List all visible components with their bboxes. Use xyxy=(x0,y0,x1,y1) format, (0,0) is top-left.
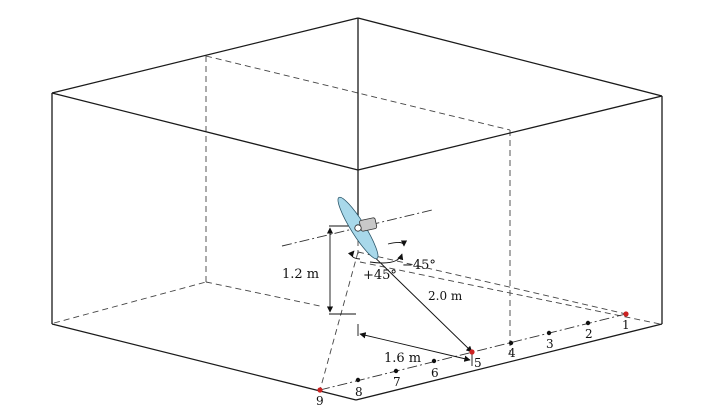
point-9-label: 9 xyxy=(316,394,324,408)
box-edges xyxy=(51,17,663,401)
point-8-label: 8 xyxy=(355,385,363,399)
point-2 xyxy=(585,320,591,326)
angle-markers: +45° −45° xyxy=(347,240,436,283)
projection-to-point-1 xyxy=(357,251,627,315)
back-top-left-to-right xyxy=(205,55,511,131)
point-5-label: 5 xyxy=(474,356,482,370)
point-1-label: 1 xyxy=(622,318,630,332)
hidden-edges xyxy=(53,55,661,354)
point-2-label: 2 xyxy=(585,327,593,341)
offset-label: 1.6 m xyxy=(384,351,421,366)
floor-back-right xyxy=(205,281,321,307)
projection-to-point-9 xyxy=(319,251,359,391)
point-6 xyxy=(431,358,437,364)
point-4-label: 4 xyxy=(508,346,516,360)
propeller-assembly xyxy=(337,196,379,260)
point-3-label: 3 xyxy=(546,337,554,351)
point-8 xyxy=(355,377,361,383)
floor-points: 1 2 3 4 5 6 7 8 9 xyxy=(316,311,630,408)
floor-back-left xyxy=(53,281,207,324)
point-9 xyxy=(317,387,323,393)
point-5 xyxy=(469,349,475,355)
angle-pos-label: +45° xyxy=(363,268,397,283)
distance-label: 2.0 m xyxy=(428,289,463,303)
offset-dimension: 1.6 m xyxy=(357,324,473,366)
point-1 xyxy=(623,311,629,317)
point-7 xyxy=(393,368,399,374)
motor-body xyxy=(359,217,378,232)
point-3 xyxy=(546,330,552,336)
point-7-label: 7 xyxy=(393,375,401,389)
angle-neg-label: −45° xyxy=(402,258,436,273)
point-4 xyxy=(508,340,514,346)
floor-back-mid xyxy=(359,261,661,325)
propeller-hub xyxy=(354,224,362,232)
height-label: 1.2 m xyxy=(282,267,319,282)
point-6-label: 6 xyxy=(431,366,439,380)
